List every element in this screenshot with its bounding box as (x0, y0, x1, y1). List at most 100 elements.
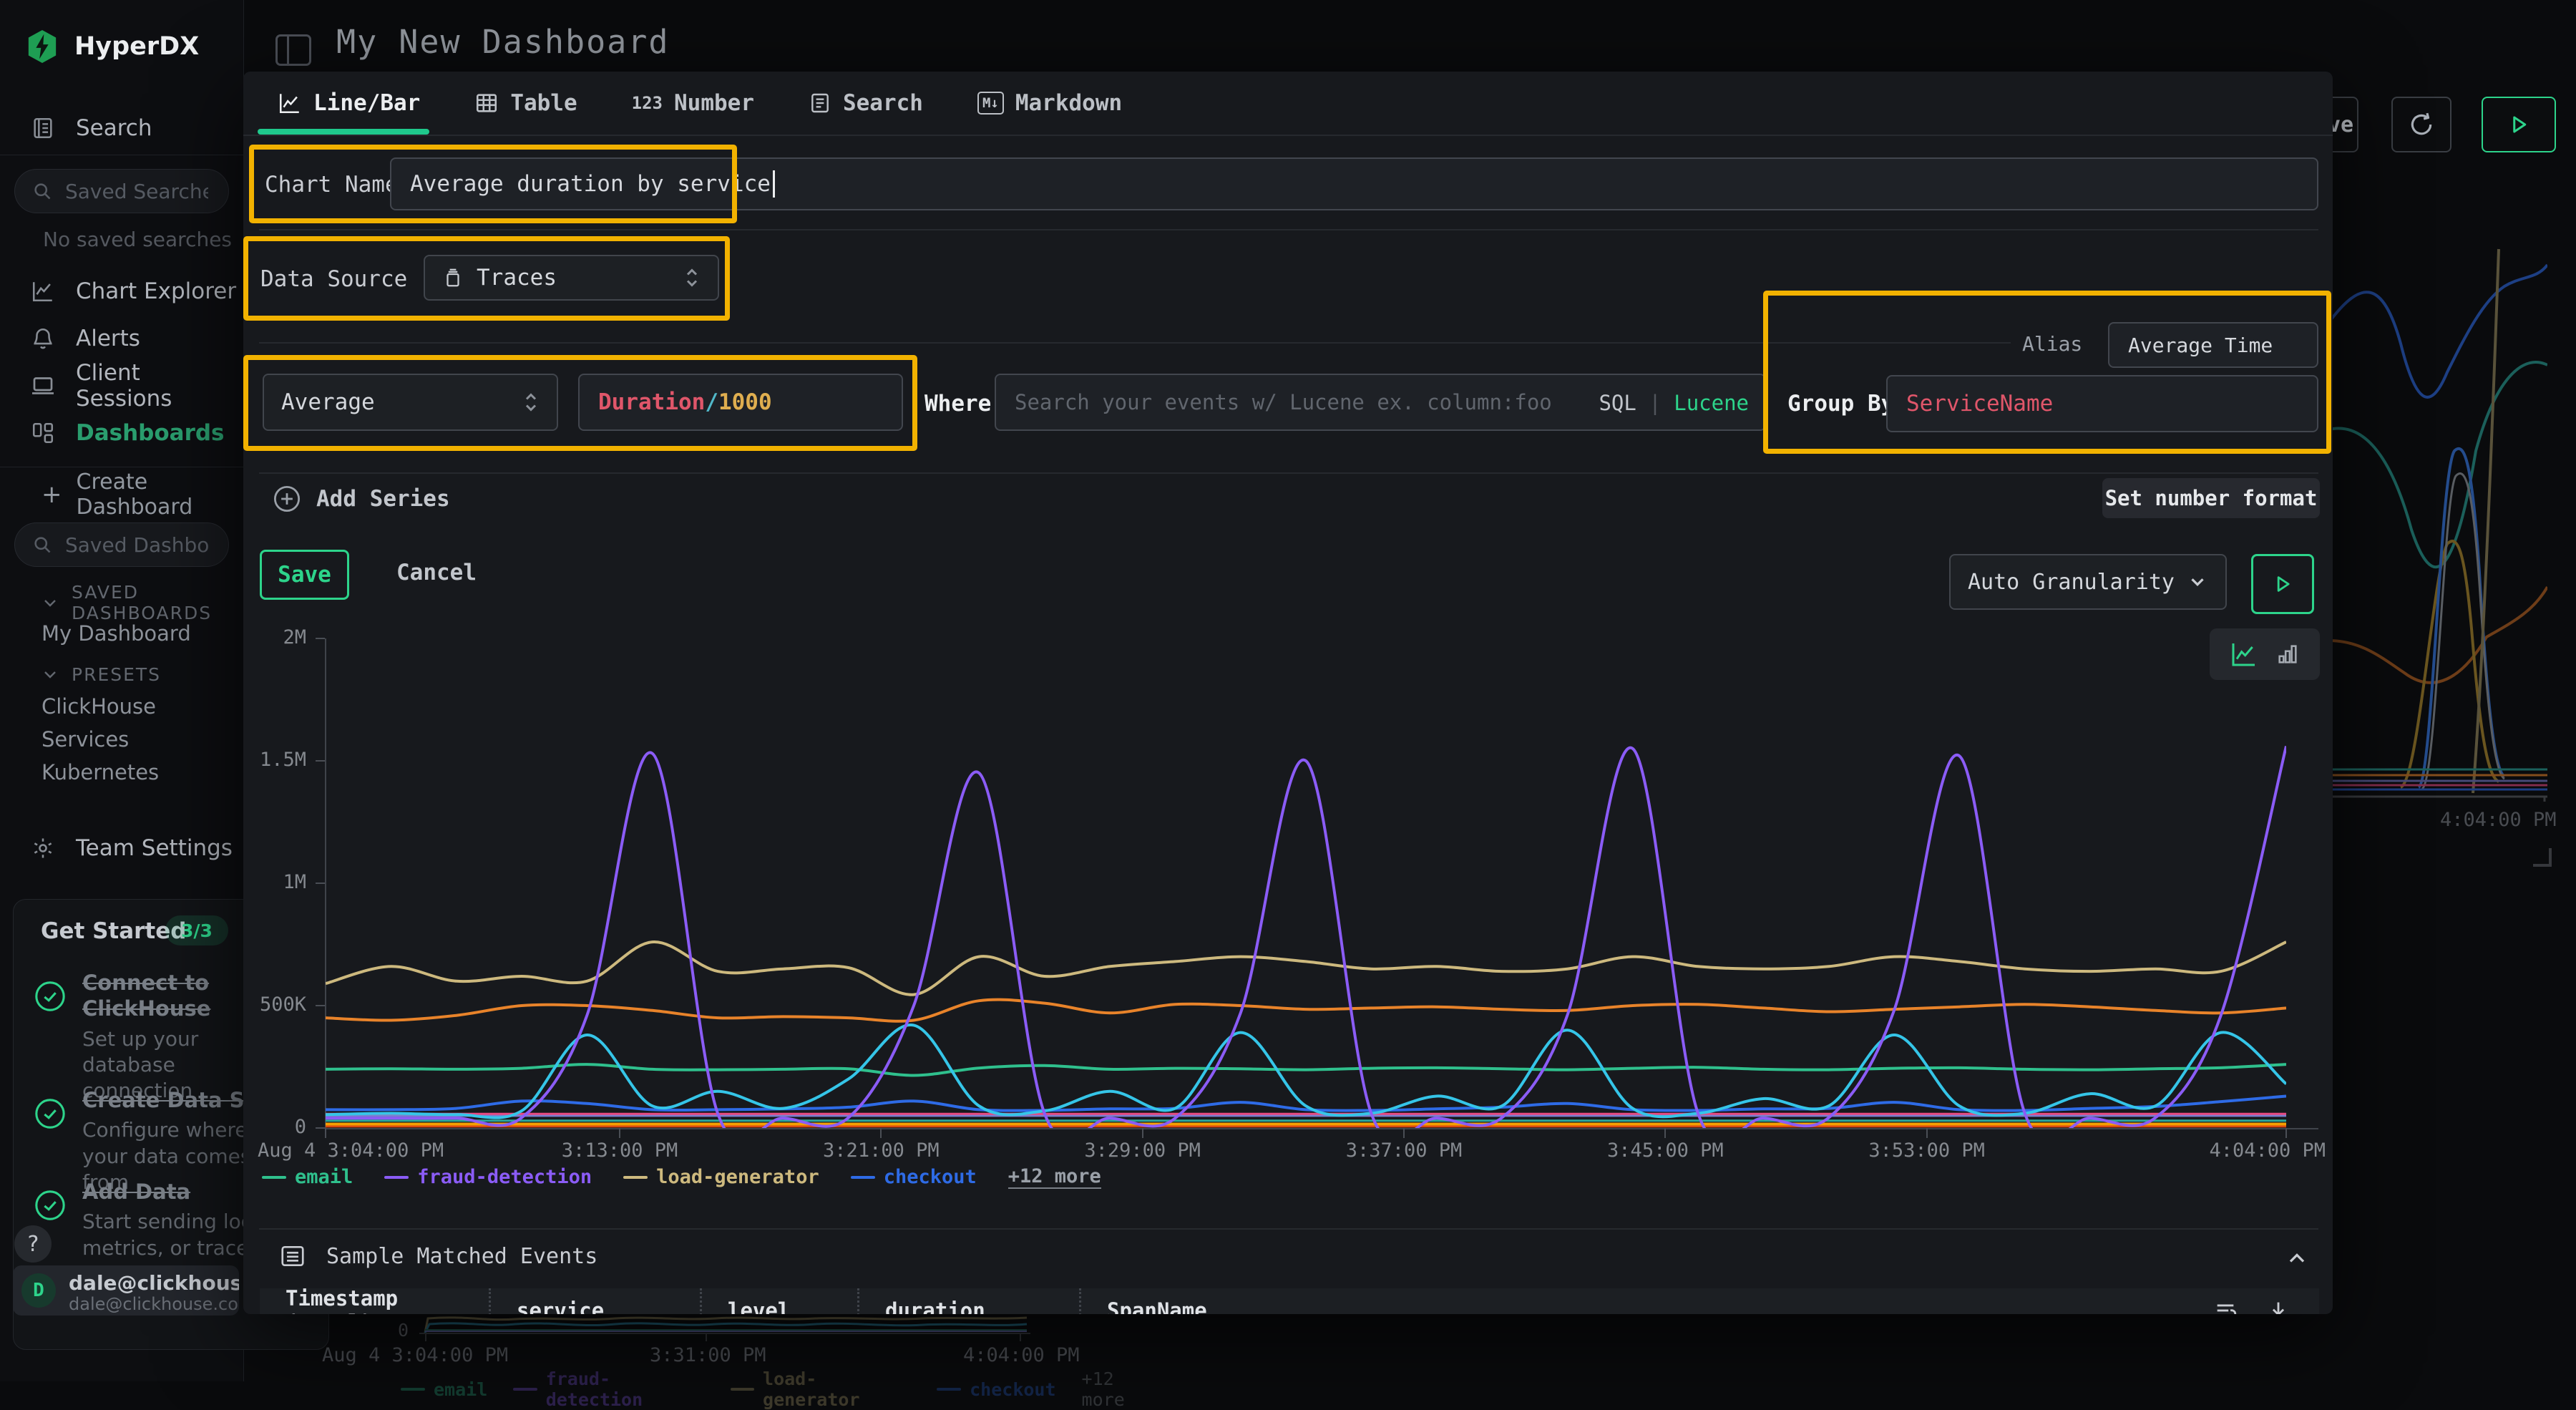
column-header-level[interactable]: level (700, 1288, 857, 1314)
refresh-button[interactable] (2391, 97, 2451, 152)
sidebar-item-search[interactable]: Search (0, 109, 243, 147)
legend-swatch (513, 1388, 537, 1391)
background-legend-item: email (401, 1368, 487, 1410)
logo-text: HyperDX (74, 32, 199, 61)
saved-searches-input[interactable] (64, 179, 210, 204)
events-table-header: Timestamp (Local) service level duration… (260, 1288, 2319, 1314)
legend-more-link[interactable]: +12 more (1008, 1165, 1101, 1189)
line-chart-toggle-icon[interactable] (2230, 640, 2258, 668)
y-axis-tick-mark (316, 760, 325, 762)
divider (259, 1228, 2318, 1230)
resize-handle-icon[interactable] (2533, 848, 2552, 867)
background-chart-bottom: 0 Aug 4 3:04:00 PM 3:31:00 PM 4:04:00 PM… (308, 1314, 1166, 1381)
legend-item[interactable]: email (262, 1166, 353, 1188)
logo[interactable]: HyperDX (26, 29, 199, 64)
line-chart-icon (278, 91, 302, 115)
sidebar-item-alerts[interactable]: Alerts (0, 319, 243, 358)
column-header-timestamp[interactable]: Timestamp (Local) (260, 1288, 489, 1314)
saved-searches-search[interactable] (14, 169, 229, 213)
avatar: D (21, 1273, 56, 1308)
tab-markdown[interactable]: M↓ Markdown (977, 90, 1122, 116)
user-menu[interactable]: D dale@clickhouse.c dale@clickhouse.com'… (13, 1265, 239, 1316)
sidebar-item-services[interactable]: Services (0, 723, 243, 756)
legend-item[interactable]: fraud-detection (384, 1166, 592, 1188)
refresh-icon (2408, 111, 2435, 138)
chart-series-line (326, 1097, 2286, 1111)
chart-legend: email fraud-detection load-generator che… (262, 1165, 1101, 1189)
tab-line-bar[interactable]: Line/Bar (278, 90, 420, 116)
create-dashboard-button[interactable]: + Create Dashboard (42, 478, 243, 511)
download-icon[interactable] (2266, 1298, 2290, 1314)
sidebar-item-kubernetes[interactable]: Kubernetes (0, 756, 243, 789)
set-number-format-button[interactable]: Set number format (2102, 478, 2320, 518)
chevron-down-icon (42, 666, 59, 683)
check-circle-icon (34, 1189, 67, 1222)
collapse-sidebar-icon[interactable] (275, 34, 311, 66)
page-title: My New Dashboard (336, 23, 669, 61)
run-query-button[interactable] (2482, 97, 2556, 152)
group-by-input[interactable]: ServiceName (1886, 375, 2318, 432)
field-expression-input[interactable]: Duration/1000 (578, 374, 903, 431)
divider (259, 342, 2011, 344)
x-axis-tick-mark (1664, 1128, 1666, 1138)
column-header-spanname[interactable]: SpanName (1079, 1288, 1380, 1314)
x-axis-tick-label: 3:53:00 PM (1868, 1139, 1985, 1162)
tab-table[interactable]: Table (474, 90, 577, 116)
y-axis-tick-mark (316, 1005, 325, 1006)
chart-series-line (326, 942, 2286, 995)
main-chart[interactable] (326, 638, 2286, 1128)
x-axis-tick-label: 3:37:00 PM (1346, 1139, 1463, 1162)
legend-swatch (851, 1176, 875, 1179)
query-language-toggle[interactable]: SQL | Lucene (1599, 391, 1749, 415)
sidebar: HyperDX Search No saved searches Chart E… (0, 0, 244, 1381)
cancel-button[interactable]: Cancel (386, 550, 487, 595)
select-chevrons-icon (683, 267, 701, 288)
x-axis-tick-label: 3:29:00 PM (1084, 1139, 1201, 1162)
aggregation-select[interactable]: Average (263, 374, 558, 431)
column-header-duration[interactable]: duration (857, 1288, 1079, 1314)
legend-swatch (401, 1388, 425, 1391)
bar-chart-toggle-icon[interactable] (2275, 642, 2300, 666)
section-saved-dashboards[interactable]: SAVED DASHBOARDS (0, 588, 243, 617)
sidebar-item-chart-explorer[interactable]: Chart Explorer (0, 272, 243, 311)
chevron-down-icon (2187, 571, 2208, 593)
sample-events-header: Sample Matched Events (279, 1243, 597, 1270)
section-presets[interactable]: PRESETS (0, 660, 243, 689)
tab-bar: Line/Bar Table 123 Number Search (278, 72, 1122, 135)
y-axis-tick-label: 2M (243, 626, 306, 648)
legend-item[interactable]: load-generator (623, 1166, 819, 1188)
sidebar-item-team-settings[interactable]: Team Settings (0, 829, 243, 867)
granularity-select[interactable]: Auto Granularity (1949, 554, 2227, 610)
chevron-up-icon[interactable] (2284, 1245, 2310, 1271)
alias-input[interactable]: Average Time (2108, 322, 2318, 368)
help-button[interactable]: ? (14, 1225, 52, 1263)
background-legend-more: +12 more (1082, 1368, 1166, 1410)
chart-name-label: Chart Name (265, 172, 399, 198)
bell-icon (29, 324, 57, 353)
add-series-button[interactable]: Add Series (272, 484, 450, 514)
background-legend-item: fraud-detection (513, 1368, 704, 1410)
markdown-icon: M↓ (977, 92, 1004, 115)
tab-search[interactable]: Search (809, 90, 923, 116)
background-x-tick-label: 3:31:00 PM (650, 1344, 766, 1366)
save-button[interactable]: Save (260, 550, 349, 600)
run-chart-button[interactable] (2251, 554, 2314, 614)
background-x-tick-label: 4:04:00 PM (2440, 809, 2557, 831)
y-axis-tick-label: 1M (243, 871, 306, 893)
saved-dashboards-search[interactable] (14, 522, 229, 567)
sidebar-item-client-sessions[interactable]: Client Sessions (0, 366, 243, 405)
chart-name-input[interactable]: Average duration by service (390, 157, 2318, 210)
legend-item[interactable]: checkout (851, 1166, 977, 1188)
where-label: Where (924, 391, 991, 417)
legend-swatch (384, 1176, 409, 1179)
saved-dashboards-input[interactable] (64, 533, 210, 558)
column-header-service[interactable]: service (489, 1288, 700, 1314)
data-source-select[interactable]: Traces (424, 255, 719, 301)
filter-icon[interactable] (2213, 1298, 2238, 1314)
sidebar-item-my-dashboard[interactable]: My Dashboard (0, 617, 243, 650)
legend-swatch (623, 1176, 648, 1179)
tab-number[interactable]: 123 Number (632, 90, 754, 116)
sidebar-item-clickhouse[interactable]: ClickHouse (0, 690, 243, 723)
plus-icon: + (42, 480, 62, 509)
sidebar-item-dashboards[interactable]: Dashboards (0, 414, 243, 452)
